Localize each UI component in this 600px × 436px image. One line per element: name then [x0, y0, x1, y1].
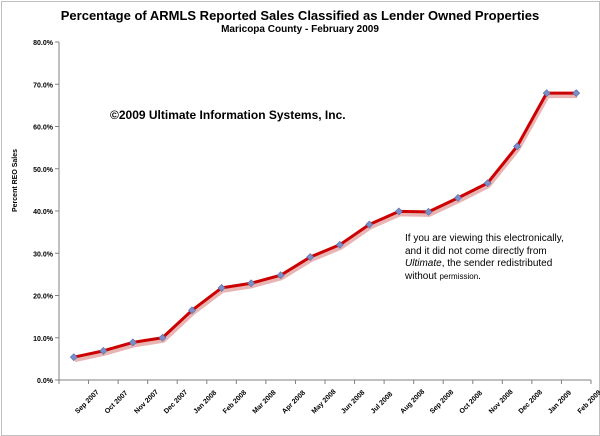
x-tick-label: Dec 2008	[518, 389, 544, 415]
y-tick-label: 70.0%	[33, 82, 54, 89]
x-tick-label: Jan 2008	[192, 389, 218, 415]
notice-line-3-rest: , the sender redistributed	[441, 258, 553, 269]
notice-line-1: If you are viewing this electronically,	[405, 233, 564, 244]
series-line	[73, 91, 577, 359]
notice-ultimate: Ultimate	[405, 258, 442, 269]
y-tick-label: 30.0%	[33, 251, 54, 258]
chart-subtitle: Maricopa County - February 2009	[221, 24, 379, 35]
y-tick-label: 80.0%	[33, 40, 54, 47]
data-point-marker	[394, 207, 403, 216]
y-tick-label: 0.0%	[37, 378, 54, 385]
notice-permission: permission	[439, 271, 479, 281]
y-tick-label: 60.0%	[33, 125, 54, 132]
x-tick-label: Dec 2007	[163, 389, 189, 415]
y-tick-label: 10.0%	[33, 336, 54, 343]
copyright-annotation: ©2009 Ultimate Information Systems, Inc.	[110, 108, 346, 122]
x-tick-label: Apr 2008	[281, 389, 307, 415]
data-point-marker	[572, 89, 581, 98]
data-point-marker	[542, 89, 551, 98]
data-point-marker	[513, 142, 522, 151]
data-point-marker	[454, 193, 462, 202]
notice-without: without	[405, 270, 440, 282]
data-point-marker	[158, 333, 167, 342]
x-tick-label: Aug 2008	[399, 388, 426, 415]
data-point-marker	[424, 207, 433, 216]
x-tick-label: Sep 2007	[74, 389, 100, 415]
data-point-marker	[99, 346, 108, 355]
x-tick-label: Jan 2009	[547, 389, 573, 415]
x-tick-label: Jun 2008	[340, 389, 366, 415]
x-tick-label: Nov 2008	[488, 389, 515, 416]
x-tick-label: May 2008	[311, 388, 338, 415]
x-tick-label: Nov 2007	[133, 389, 160, 416]
data-point-marker	[335, 240, 344, 249]
data-point-marker	[483, 179, 492, 188]
series-line-shadow	[74, 94, 578, 363]
data-point-marker	[365, 220, 374, 229]
data-point-marker	[276, 271, 285, 280]
x-tick-label: Oct 2008	[458, 390, 484, 416]
data-point-marker	[306, 253, 315, 261]
x-tick-label: Feb 2008	[222, 389, 248, 415]
notice-line-2: and it did not come directly from	[405, 245, 547, 257]
data-point-marker	[217, 283, 226, 292]
notice-line-4: without permission.	[405, 271, 585, 284]
notice-period: .	[478, 270, 481, 282]
x-tick-label: Oct 2007	[104, 390, 130, 416]
x-tick-label: Jul 2008	[370, 391, 395, 416]
data-point-marker	[128, 338, 137, 347]
y-tick-label: 50.0%	[33, 167, 54, 174]
x-tick-label: Sep 2008	[429, 389, 455, 415]
data-point-marker	[247, 279, 256, 288]
data-point-marker	[69, 353, 78, 362]
y-tick-label: 20.0%	[33, 294, 54, 301]
data-point-marker	[188, 306, 196, 315]
chart-title: Percentage of ARMLS Reported Sales Class…	[60, 8, 540, 23]
redistribution-notice: If you are viewing this electronically, …	[405, 233, 585, 283]
y-tick-label: 40.0%	[33, 209, 54, 216]
notice-line-3: Ultimate, the sender redistributed	[405, 258, 585, 271]
x-tick-label: Mar 2008	[252, 389, 278, 415]
x-tick-label: Feb 2009	[577, 389, 600, 415]
